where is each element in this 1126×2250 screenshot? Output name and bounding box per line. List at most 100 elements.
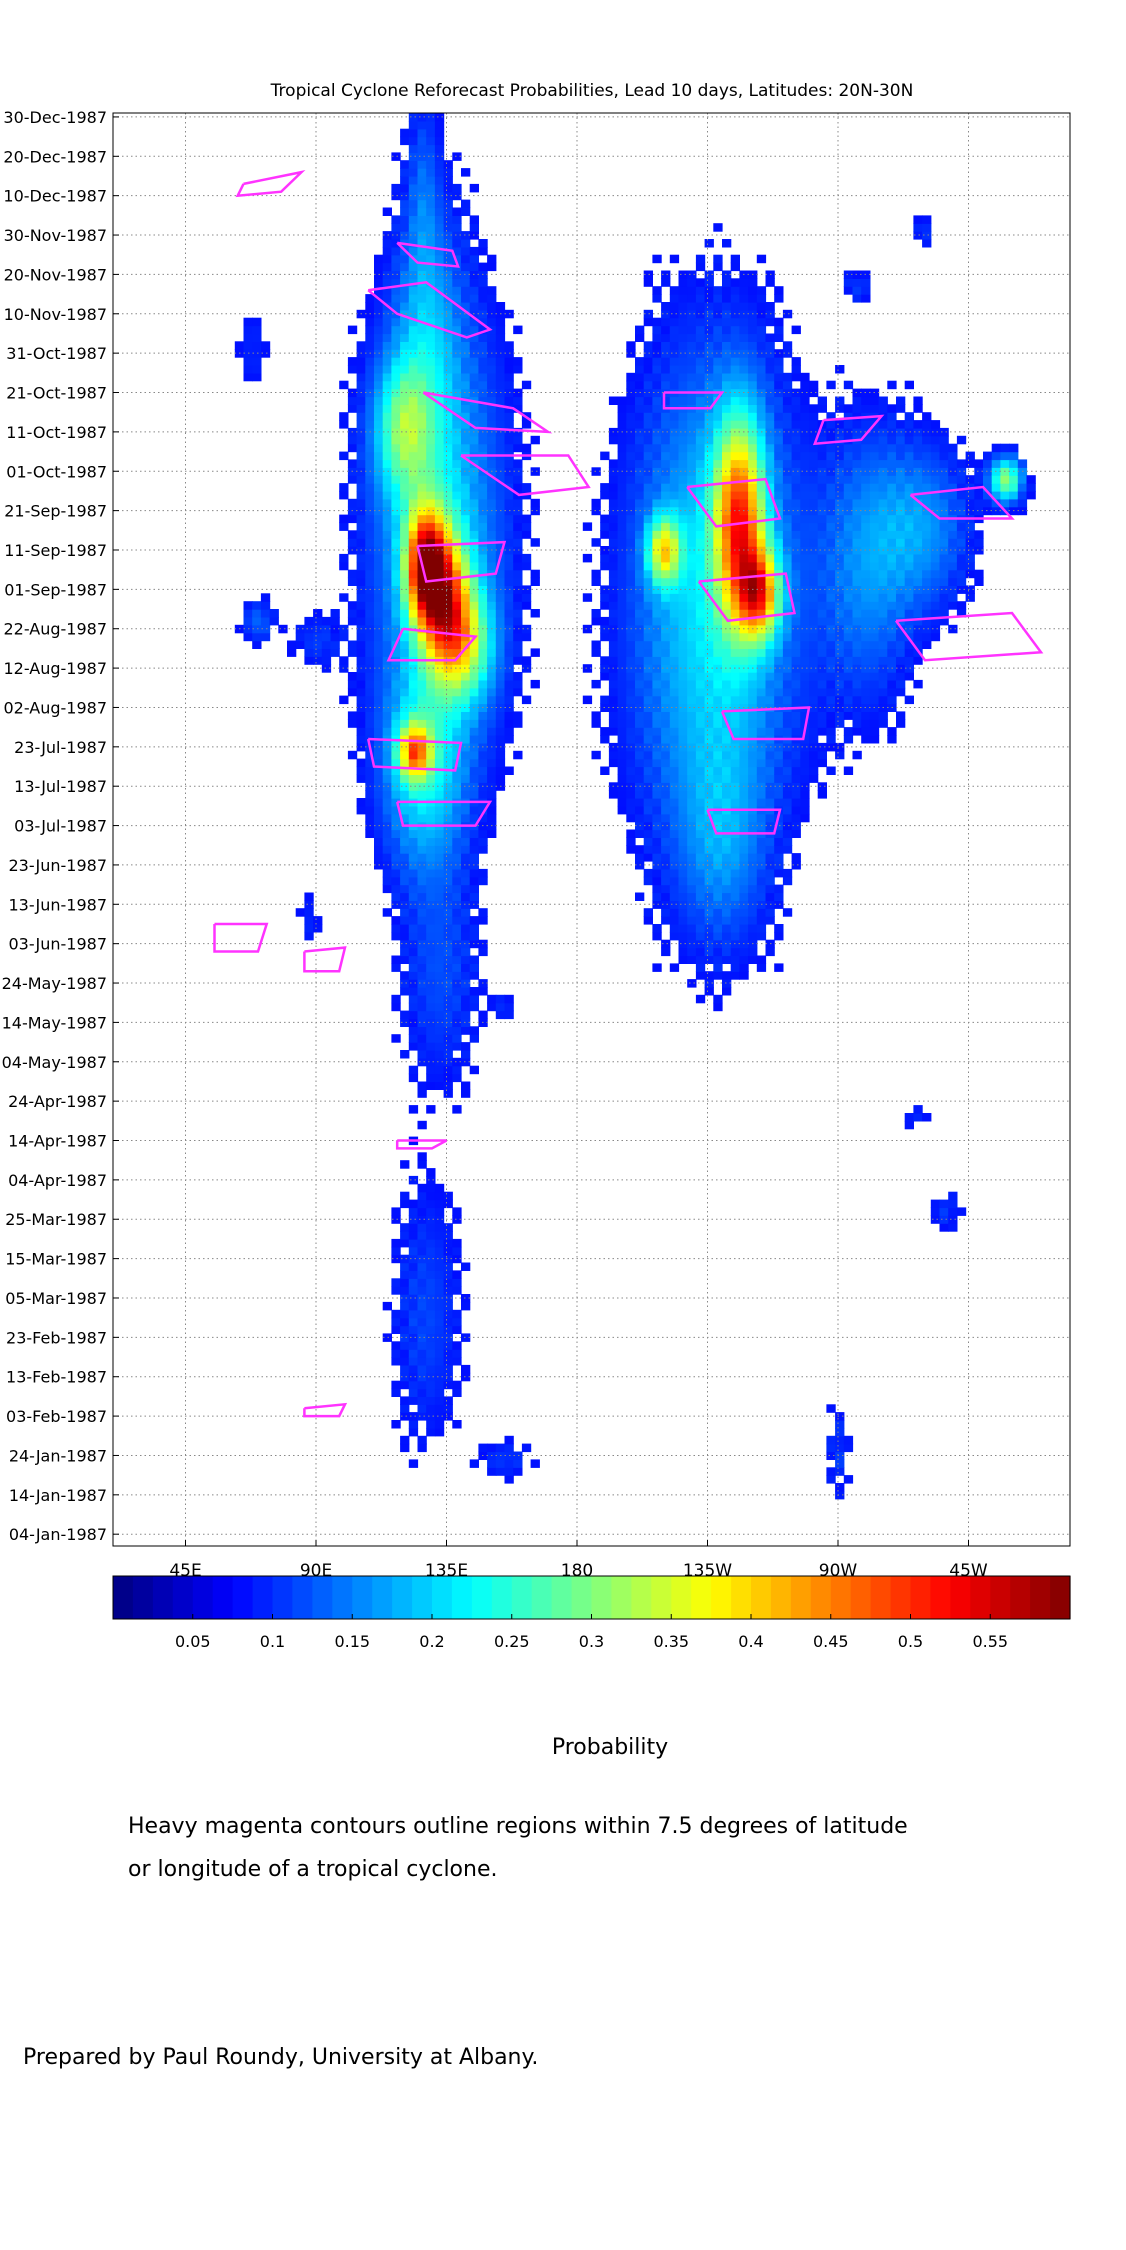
- heat-cell: [521, 585, 532, 594]
- heat-cell: [243, 341, 253, 350]
- heat-cell: [374, 648, 384, 657]
- heat-cell: [800, 695, 810, 705]
- heat-cell: [800, 664, 810, 673]
- heat-cell: [748, 483, 758, 492]
- heat-cell: [252, 609, 262, 618]
- heat-cell: [408, 648, 419, 657]
- heat-cell: [661, 420, 671, 429]
- heat-cell: [400, 1270, 410, 1279]
- heat-cell: [426, 262, 436, 272]
- heat-cell: [713, 302, 723, 311]
- heat-cell: [443, 1254, 453, 1264]
- heat-cell: [835, 679, 845, 689]
- heat-cell: [304, 656, 314, 665]
- heat-cell: [365, 412, 375, 421]
- heat-cell: [869, 609, 880, 618]
- heat-cell: [791, 624, 801, 634]
- heat-cell: [365, 372, 375, 382]
- heat-cell: [835, 467, 845, 476]
- heat-cell: [913, 435, 923, 445]
- heat-cell: [800, 498, 810, 508]
- heat-cell: [730, 853, 740, 862]
- heat-cell: [704, 648, 714, 657]
- heat-cell: [939, 577, 949, 586]
- heat-cell: [730, 372, 740, 382]
- heat-cell: [974, 490, 984, 500]
- heat-cell: [739, 648, 749, 657]
- heat-cell: [513, 357, 523, 366]
- heat-cell: [643, 758, 653, 768]
- heat-cell: [765, 695, 775, 705]
- heat-cell: [669, 585, 680, 594]
- heat-cell: [835, 514, 845, 524]
- heat-cell: [408, 979, 419, 988]
- heat-cell: [661, 435, 671, 445]
- heat-cell: [382, 845, 392, 854]
- heat-cell: [391, 813, 401, 823]
- y-tick-label: 24-Jan-1987: [9, 1446, 107, 1465]
- heat-cell: [608, 490, 619, 500]
- heat-cell: [434, 372, 445, 382]
- heat-cell: [434, 246, 445, 256]
- heat-cell: [426, 1215, 436, 1224]
- heat-cell: [739, 790, 749, 799]
- heat-cell: [495, 1467, 506, 1476]
- heat-cell: [713, 971, 723, 980]
- heat-cell: [426, 1294, 436, 1303]
- heat-cell: [678, 876, 688, 886]
- heat-cell: [452, 451, 462, 461]
- heat-cell: [452, 829, 462, 838]
- heat-cell: [774, 845, 784, 854]
- heat-cell: [434, 1333, 445, 1342]
- heat-cell: [843, 640, 854, 649]
- heat-cell: [391, 916, 401, 925]
- heat-cell: [669, 609, 680, 618]
- heat-cell: [739, 719, 749, 728]
- heat-cell: [765, 908, 775, 917]
- heat-cell: [695, 372, 706, 382]
- heat-cell: [347, 719, 358, 728]
- heat-cell: [443, 1246, 453, 1256]
- heat-cell: [1017, 498, 1028, 508]
- heat-cell: [452, 1341, 462, 1350]
- heat-cell: [365, 656, 375, 665]
- heat-cell: [391, 333, 401, 342]
- heat-cell: [452, 546, 462, 555]
- heat-cell: [513, 1459, 523, 1468]
- heat-cell: [260, 349, 271, 358]
- heat-cell: [391, 616, 401, 626]
- heat-cell: [626, 451, 636, 461]
- heat-cell: [391, 278, 401, 287]
- heat-cell: [652, 467, 662, 476]
- heat-cell: [461, 1018, 471, 1027]
- heat-cell: [295, 640, 305, 649]
- heat-cell: [452, 246, 462, 256]
- heat-cell: [487, 648, 497, 657]
- heat-cell: [756, 679, 767, 689]
- heat-cell: [869, 490, 880, 500]
- heat-cell: [661, 270, 671, 279]
- heat-cell: [426, 868, 436, 878]
- heat-cell: [356, 648, 366, 657]
- heat-cell: [434, 719, 445, 728]
- heat-cell: [469, 955, 479, 964]
- heat-cell: [661, 908, 671, 917]
- heat-cell: [487, 443, 497, 453]
- heat-cell: [469, 317, 479, 327]
- heat-cell: [617, 577, 627, 586]
- heat-cell: [426, 648, 436, 657]
- heat-cell: [965, 498, 975, 508]
- heat-cell: [913, 215, 923, 224]
- heat-cell: [722, 530, 732, 539]
- heat-cell: [782, 719, 793, 728]
- heat-cell: [730, 884, 740, 894]
- heat-cell: [426, 1018, 436, 1027]
- heat-cell: [687, 892, 697, 901]
- heat-cell: [869, 679, 880, 689]
- heat-cell: [1000, 451, 1010, 461]
- heat-cell: [443, 451, 453, 461]
- heat-cell: [626, 735, 636, 744]
- heat-cell: [678, 766, 688, 775]
- heat-cell: [991, 443, 1001, 453]
- heat-cell: [730, 924, 740, 933]
